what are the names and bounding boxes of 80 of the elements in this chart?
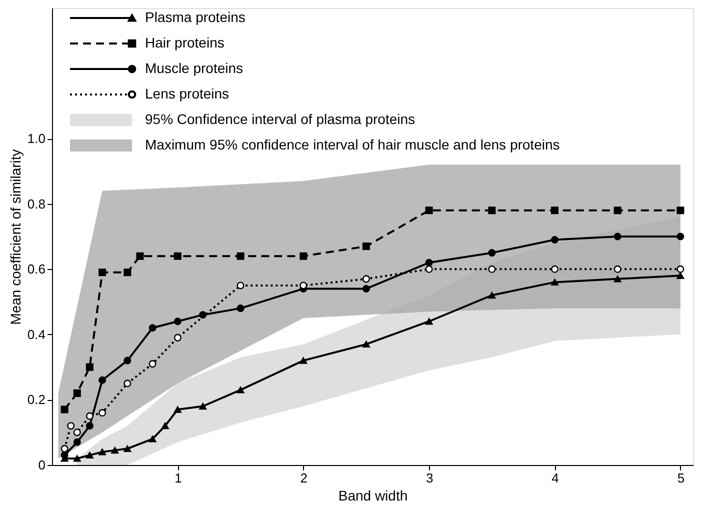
point: [124, 445, 132, 452]
point: [425, 258, 433, 266]
legend-label: Plasma proteins: [145, 9, 246, 25]
x-tick-label: 5: [677, 470, 685, 486]
point: [136, 252, 144, 260]
point: [98, 376, 106, 384]
point: [425, 265, 433, 273]
point: [161, 422, 169, 430]
point: [98, 448, 106, 456]
point: [148, 360, 156, 368]
point: [362, 340, 370, 348]
point: [488, 265, 496, 273]
point: [124, 380, 132, 388]
point: [111, 446, 119, 454]
legend-label: Maximum 95% confidence interval of hair muscle and lens proteins: [145, 136, 560, 152]
point: [488, 206, 496, 214]
point: [124, 356, 132, 364]
point: [148, 436, 156, 442]
x-tick-label: 1: [174, 470, 182, 486]
point: [73, 389, 81, 397]
point: [488, 292, 496, 299]
point: [614, 232, 622, 240]
point: [614, 265, 622, 273]
x-tick-label: 2: [300, 470, 308, 486]
point: [60, 451, 68, 459]
point: [60, 406, 68, 414]
point: [676, 272, 684, 280]
point: [550, 236, 559, 244]
point: [174, 334, 182, 342]
point: [236, 386, 244, 394]
point: [676, 265, 684, 273]
point: [614, 206, 622, 214]
point: [676, 206, 684, 214]
point: [676, 232, 684, 240]
point: [67, 422, 75, 430]
legend-label: 95% Confidence interval of plasma proteins: [145, 111, 416, 127]
y-axis-title: Mean coefficient of similarity: [7, 149, 24, 325]
point: [236, 252, 244, 260]
point: [362, 284, 370, 292]
point: [236, 282, 244, 290]
point: [174, 318, 182, 326]
point: [73, 438, 81, 446]
point: [425, 318, 433, 325]
x-axis-title: Band width: [338, 488, 408, 504]
point: [614, 276, 622, 282]
point: [174, 252, 182, 260]
point: [550, 278, 559, 286]
y-tick-label: 0.6: [27, 262, 46, 277]
point: [300, 252, 308, 260]
legend-label: Lens proteins: [145, 86, 230, 102]
x-tick-label: 4: [552, 470, 559, 486]
point: [550, 206, 559, 214]
point: [86, 412, 94, 420]
legend-label: Hair proteins: [145, 34, 224, 50]
point: [98, 268, 106, 276]
point: [550, 265, 559, 273]
point: [300, 357, 308, 364]
point: [86, 363, 94, 371]
point: [236, 304, 244, 312]
point: [124, 268, 132, 276]
point: [362, 275, 370, 283]
y-tick-label: 0: [38, 458, 46, 472]
y-tick-label: 0.4: [27, 326, 46, 342]
point: [73, 428, 81, 436]
point: [98, 409, 106, 417]
point: [73, 455, 81, 462]
point: [86, 422, 94, 430]
point: [362, 242, 370, 250]
point: [86, 452, 94, 459]
y-tick-label: 1.0: [27, 131, 46, 146]
point: [148, 324, 156, 332]
y-tick-label: 0.2: [27, 392, 46, 408]
point: [488, 249, 496, 257]
legend-label: Muscle proteins: [145, 60, 244, 76]
y-tick-label: 0.8: [27, 196, 46, 212]
point: [425, 206, 433, 214]
x-tick-label: 3: [426, 470, 434, 486]
point: [174, 406, 182, 413]
point: [199, 402, 207, 410]
point: [60, 444, 68, 452]
